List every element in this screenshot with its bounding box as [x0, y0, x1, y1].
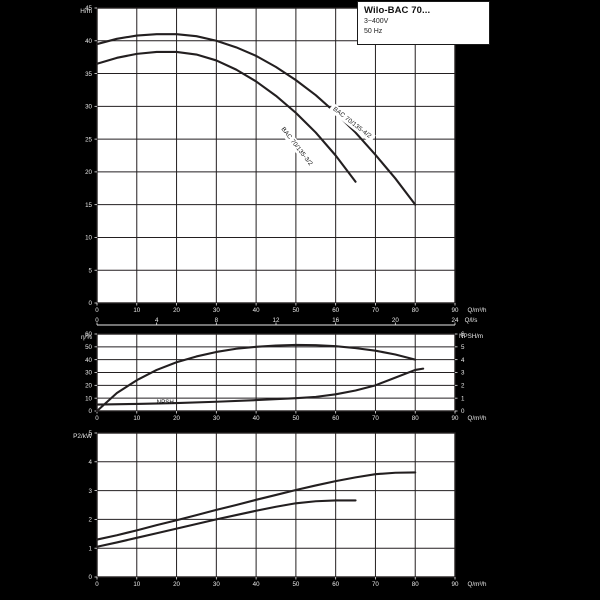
model-title-box: Wilo-BAC 70... 3~400V 50 Hz: [357, 1, 490, 45]
ytick-label: 0: [89, 408, 93, 415]
xtick-label: 80: [412, 581, 419, 588]
xtick-label: 40: [253, 581, 260, 588]
ytick-label-right: 4: [461, 357, 465, 364]
ytick-label: 3: [89, 488, 93, 495]
xtick-label: 60: [332, 415, 339, 422]
ytick-label-right: 5: [461, 344, 465, 351]
panel-frame-2: [96, 432, 456, 578]
xtick-label: 10: [133, 581, 140, 588]
xtick-label: 60: [332, 307, 339, 314]
xtick-label: 80: [412, 307, 419, 314]
xtick-label: 30: [213, 581, 220, 588]
ytick-label: 30: [85, 104, 92, 111]
xtick-label: 90: [452, 415, 459, 422]
ytick-label: 20: [85, 383, 92, 390]
ytick-label: 15: [85, 202, 92, 209]
xtick-label-secondary: 16: [332, 317, 339, 324]
y-axis-title-right: NPSH/m: [459, 333, 483, 340]
xtick-label: 20: [173, 581, 180, 588]
ytick-label-right: 3: [461, 370, 465, 377]
curve-bac-70-135-4-2: [95, 471, 417, 541]
x-axis-title: Q/m³/h: [468, 415, 487, 422]
xtick-label: 50: [292, 307, 299, 314]
xtick-label: 0: [95, 307, 99, 314]
curve-npsh: [95, 367, 425, 406]
ytick-label: 40: [85, 357, 92, 364]
curve-label-npsh: NPSH: [156, 399, 174, 407]
ytick-label-right: 2: [461, 383, 465, 390]
xtick-label: 50: [292, 581, 299, 588]
ytick-label: 10: [85, 395, 92, 402]
ytick-label: 4: [89, 459, 93, 466]
ytick-label-right: 6: [461, 331, 465, 338]
ytick-label-right: 1: [461, 395, 465, 402]
xtick-label: 30: [213, 307, 220, 314]
xtick-label: 40: [253, 307, 260, 314]
xtick-label: 70: [372, 415, 379, 422]
xtick-label-secondary: 24: [452, 317, 459, 324]
x-axis-title: Q/m³/h: [468, 581, 487, 588]
xtick-label-secondary: 8: [215, 317, 219, 324]
xtick-label-secondary: 20: [392, 317, 399, 324]
ytick-label: 25: [85, 136, 92, 143]
x-axis-title-secondary: Q/l/s: [465, 317, 478, 324]
xtick-label: 90: [452, 581, 459, 588]
ytick-label: 0: [89, 574, 93, 581]
xtick-label: 20: [173, 307, 180, 314]
ytick-label: 30: [85, 370, 92, 377]
y-axis-title: η/%: [81, 334, 92, 341]
curve-label-eta: η: [249, 338, 253, 346]
xtick-label: 80: [412, 415, 419, 422]
ytick-label: 45: [85, 5, 92, 12]
ytick-label: 60: [85, 331, 92, 338]
curve-bac-70-135-4-2: [95, 33, 417, 206]
panel-background-2: [97, 433, 455, 577]
xtick-label: 30: [213, 415, 220, 422]
curve-bac-70-135-3-2: [95, 50, 357, 183]
ytick-label: 5: [89, 267, 93, 274]
model-voltage: 3~400V: [364, 18, 389, 25]
ytick-label: 35: [85, 71, 92, 78]
xtick-label-secondary: 0: [95, 317, 99, 324]
ytick-label: 1: [89, 545, 93, 552]
x-axis-title: Q/m³/h: [468, 307, 487, 314]
xtick-label: 70: [372, 307, 379, 314]
panel-frame-0: [96, 7, 456, 304]
ytick-label: 2: [89, 517, 93, 524]
curve-bac-70-135-3-2: [95, 499, 357, 548]
xtick-label: 10: [133, 307, 140, 314]
xtick-label: 0: [95, 581, 99, 588]
curve--: [95, 343, 417, 413]
xtick-label: 40: [253, 415, 260, 422]
xtick-label: 20: [173, 415, 180, 422]
panel-background-0: [97, 8, 455, 303]
ytick-label: 50: [85, 344, 92, 351]
ytick-label: 10: [85, 235, 92, 242]
model-name: Wilo-BAC 70...: [364, 5, 431, 16]
xtick-label: 90: [452, 307, 459, 314]
y-axis-title: P2/kW: [73, 433, 93, 440]
ytick-label: 40: [85, 38, 92, 45]
xtick-label: 10: [133, 415, 140, 422]
xtick-label: 0: [95, 415, 99, 422]
xtick-label: 60: [332, 581, 339, 588]
ytick-label: 20: [85, 169, 92, 176]
model-frequency: 50 Hz: [364, 28, 383, 35]
ytick-label: 5: [89, 430, 93, 437]
ytick-label: 0: [89, 300, 93, 307]
ytick-label-right: 0: [461, 408, 465, 415]
y-axis-title: H/m: [80, 8, 92, 15]
xtick-label-secondary: 12: [273, 317, 280, 324]
xtick-label: 70: [372, 581, 379, 588]
xtick-label: 50: [292, 415, 299, 422]
xtick-label-secondary: 4: [155, 317, 159, 324]
